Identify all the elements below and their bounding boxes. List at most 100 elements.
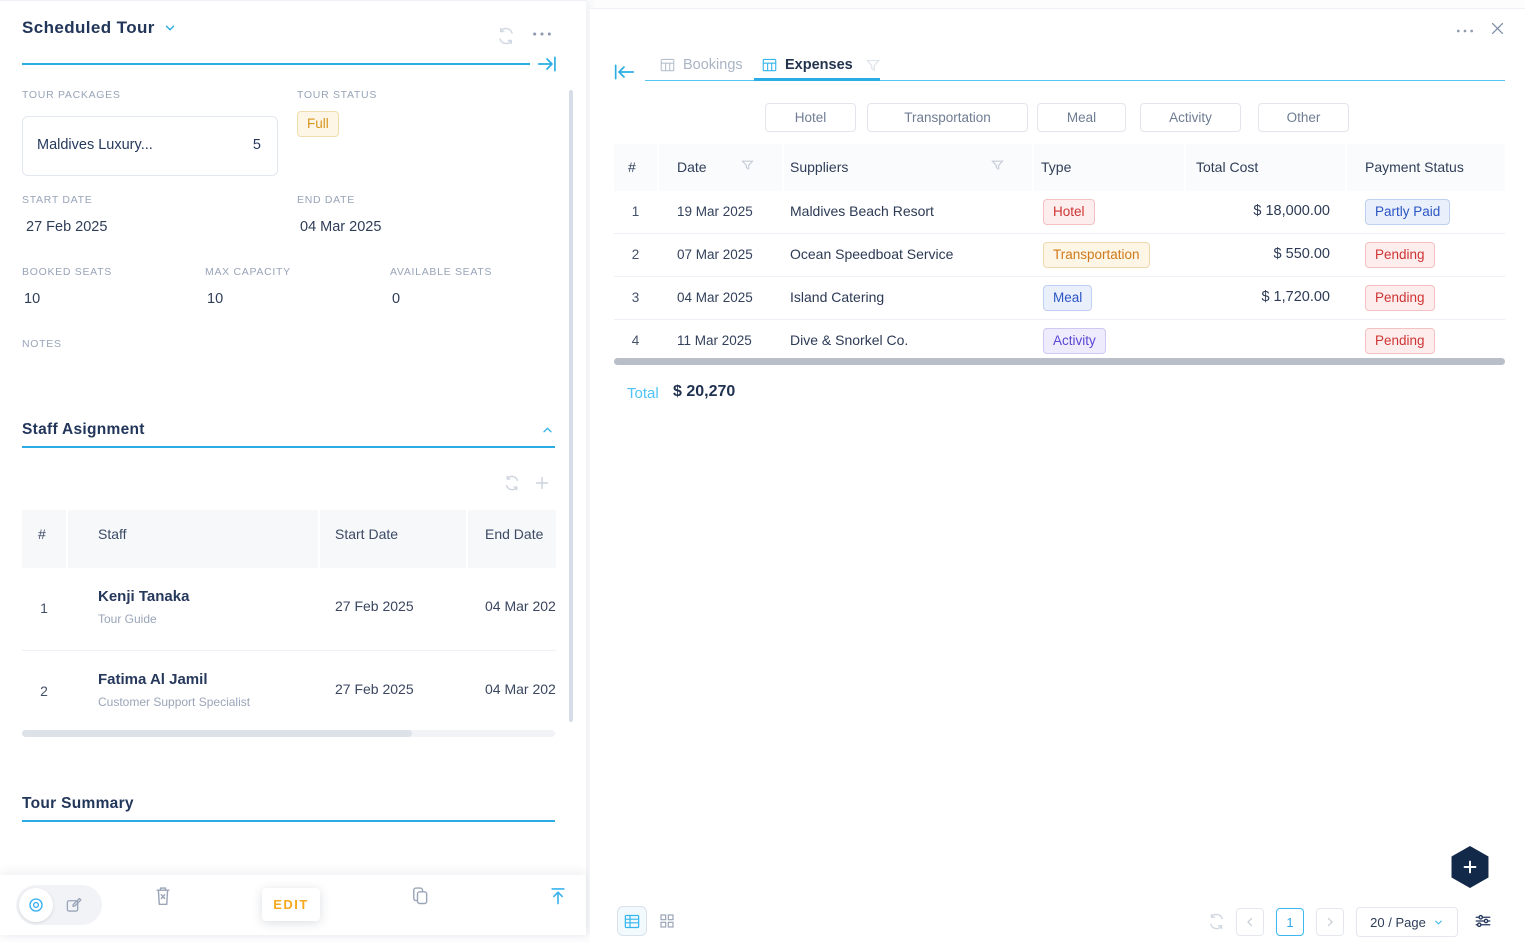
booked-seats-label: BOOKED SEATS: [22, 266, 112, 278]
staff-section-divider: [22, 446, 555, 448]
staff-row-num: 2: [40, 683, 48, 699]
staff-col-end-label: End Date: [485, 526, 544, 542]
grid-view-icon[interactable]: [659, 913, 675, 929]
staff-row[interactable]: 2 Fatima Al Jamil Customer Support Speci…: [22, 651, 556, 734]
more-icon[interactable]: [531, 30, 553, 38]
filter-other-button[interactable]: Other: [1258, 103, 1349, 132]
funnel-icon[interactable]: [990, 158, 1005, 173]
end-date-label: END DATE: [297, 194, 355, 206]
tour-packages-label: TOUR PACKAGES: [22, 89, 121, 101]
page-size-value: 20 / Page: [1370, 914, 1426, 930]
staff-col-staff: [68, 510, 318, 568]
close-icon[interactable]: [1489, 20, 1506, 37]
funnel-icon[interactable]: [740, 158, 755, 173]
expense-row[interactable]: 3 04 Mar 2025 Island Catering Meal $ 1,7…: [614, 277, 1505, 320]
expense-status-badge: Pending: [1365, 328, 1435, 355]
expense-supplier: Ocean Speedboat Service: [790, 246, 954, 262]
summary-section-divider: [22, 820, 555, 822]
tab-expenses[interactable]: Expenses: [762, 57, 881, 73]
add-expense-fab[interactable]: [1451, 846, 1489, 888]
trash-icon[interactable]: [153, 885, 173, 907]
exp-col-type: [1034, 144, 1184, 191]
left-panel-vscrollbar[interactable]: [569, 90, 573, 722]
expense-row[interactable]: 2 07 Mar 2025 Ocean Speedboat Service Tr…: [614, 234, 1505, 277]
tabs-divider: [645, 80, 1505, 81]
max-capacity-label: MAX CAPACITY: [205, 266, 291, 278]
exp-col-date-label: Date: [677, 159, 707, 175]
page-size-select[interactable]: 20 / Page: [1356, 907, 1458, 937]
expense-type-badge: Activity: [1043, 328, 1106, 355]
arrow-left-to-line-icon[interactable]: [612, 62, 636, 82]
staff-col-end: [468, 510, 556, 568]
filter-transportation-button[interactable]: Transportation: [867, 103, 1028, 132]
staff-row[interactable]: 1 Kenji Tanaka Tour Guide 27 Feb 2025 04…: [22, 568, 556, 651]
staff-row-num: 1: [40, 600, 48, 616]
expense-supplier: Maldives Beach Resort: [790, 203, 934, 219]
staff-table-hscrollbar[interactable]: [22, 730, 555, 737]
expense-row[interactable]: 1 19 Mar 2025 Maldives Beach Resort Hote…: [614, 191, 1505, 234]
booked-seats-value: 10: [24, 291, 41, 307]
edit-form-icon[interactable]: [65, 896, 84, 915]
tour-packages-value: Maldives Luxury...: [37, 137, 153, 153]
filter-meal-button[interactable]: Meal: [1037, 103, 1126, 132]
expense-supplier: Dive & Snorkel Co.: [790, 332, 909, 348]
chevron-down-icon[interactable]: [163, 21, 177, 35]
table-view-button[interactable]: [617, 906, 647, 936]
exp-col-suppliers: [784, 144, 1032, 191]
chevron-up-icon[interactable]: [540, 423, 555, 437]
staff-row-start: 27 Feb 2025: [335, 681, 414, 697]
panel-more-icon[interactable]: [1455, 27, 1475, 35]
left-footer-toolbar: EDIT: [0, 875, 586, 935]
expense-status-badge: Partly Paid: [1365, 199, 1451, 226]
exp-col-num-label: #: [628, 159, 636, 175]
staff-row-start: 27 Feb 2025: [335, 598, 414, 614]
scheduled-tour-panel: Scheduled Tour TOUR PACKAGES Maldives Lu…: [0, 0, 586, 935]
expenses-hscrollbar[interactable]: [614, 358, 1505, 365]
exp-col-date: [659, 144, 782, 191]
staff-row-role: Tour Guide: [98, 612, 157, 626]
copy-icon[interactable]: [410, 885, 430, 907]
arrow-up-to-line-icon[interactable]: [548, 886, 568, 906]
tour-status-badge: Full: [297, 111, 339, 138]
exp-col-status: [1347, 144, 1505, 191]
refresh-icon[interactable]: [497, 27, 515, 45]
filter-sort-icon[interactable]: [865, 58, 881, 72]
total-label: Total: [627, 385, 659, 402]
filter-activity-button[interactable]: Activity: [1140, 103, 1241, 132]
staff-refresh-icon[interactable]: [504, 475, 520, 491]
eye-icon[interactable]: [19, 888, 53, 922]
exp-col-status-label: Payment Status: [1365, 159, 1464, 175]
staff-col-start: [320, 510, 466, 568]
staff-row-role: Customer Support Specialist: [98, 695, 251, 709]
prev-page-button[interactable]: [1236, 908, 1264, 936]
staff-add-icon[interactable]: [534, 475, 550, 491]
expense-type-badge: Meal: [1043, 285, 1093, 312]
tab-bookings[interactable]: Bookings: [660, 57, 743, 73]
edit-button[interactable]: EDIT: [262, 888, 320, 921]
view-edit-toggle[interactable]: [16, 885, 102, 925]
start-date-label: START DATE: [22, 194, 93, 206]
page-number-button[interactable]: 1: [1276, 908, 1304, 936]
staff-row-name: Kenji Tanaka: [98, 588, 190, 605]
arrow-right-to-line-icon[interactable]: [536, 54, 558, 74]
available-seats-label: AVAILABLE SEATS: [390, 266, 493, 278]
expense-status-badge: Pending: [1365, 285, 1435, 312]
expense-type-badge: Hotel: [1043, 199, 1095, 226]
header-divider: [22, 63, 530, 65]
pagination-refresh-icon[interactable]: [1208, 913, 1225, 930]
next-page-button[interactable]: [1316, 908, 1344, 936]
sliders-icon[interactable]: [1474, 912, 1492, 930]
expense-status-badge: Pending: [1365, 242, 1435, 269]
expense-row[interactable]: 4 11 Mar 2025 Dive & Snorkel Co. Activit…: [614, 320, 1505, 363]
tour-packages-field[interactable]: Maldives Luxury... 5: [22, 116, 278, 176]
filter-hotel-button[interactable]: Hotel: [765, 103, 856, 132]
staff-section-title: Staff Asignment: [22, 421, 145, 438]
tour-packages-count: 5: [252, 137, 261, 153]
expense-cost: $ 550.00: [1273, 246, 1330, 262]
staff-col-num-label: #: [38, 526, 46, 542]
expense-date: 11 Mar 2025: [677, 333, 752, 348]
staff-col-staff-label: Staff: [98, 526, 127, 542]
detail-panel: Bookings Expenses Hotel Transportation M…: [590, 8, 1525, 943]
available-seats-value: 0: [392, 291, 401, 307]
